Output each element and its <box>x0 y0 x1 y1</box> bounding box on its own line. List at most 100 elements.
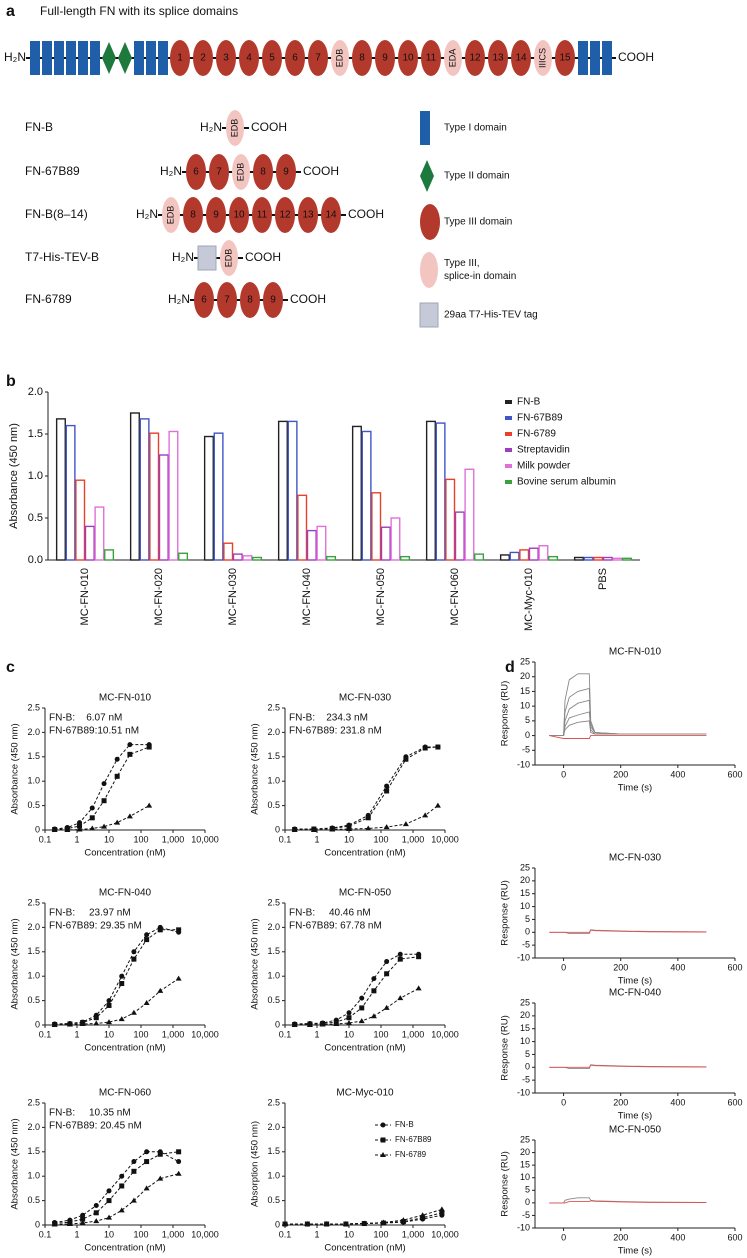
y-tick-label: 2.5 <box>267 897 280 907</box>
type-i-domain <box>42 41 52 75</box>
annotation: FN-B: 40.46 nM <box>289 908 371 919</box>
legend-swatch <box>505 416 512 420</box>
chart-title: MC-FN-030 <box>339 693 392 704</box>
x-tick-label: 0.1 <box>39 1229 52 1239</box>
x-axis-label: Time (s) <box>618 976 652 987</box>
marker <box>346 1015 352 1021</box>
series-line <box>54 926 179 1025</box>
y-tick-label: 5 <box>525 1049 530 1059</box>
series-line <box>54 929 179 1025</box>
marker <box>89 805 95 811</box>
marker <box>118 1207 125 1213</box>
y-tick-label: 2.0 <box>27 1122 40 1132</box>
x-tick-label: MC-FN-030 <box>227 568 239 625</box>
x-tick-label: 100 <box>133 1029 148 1039</box>
annotation: FN-67B89: 231.8 nM <box>289 726 382 737</box>
panel-label: a <box>6 3 15 20</box>
series-line <box>549 929 707 933</box>
marker <box>380 1152 386 1157</box>
bar <box>519 549 530 561</box>
chart-title: MC-FN-040 <box>609 988 662 999</box>
n-terminus: H₂N <box>136 207 158 221</box>
marker <box>114 756 120 762</box>
x-tick-label: 10 <box>344 834 354 844</box>
panel-label: b <box>6 373 16 390</box>
type-iii-domain <box>375 40 395 76</box>
legend-swatch <box>505 448 512 452</box>
splice-domain <box>220 240 238 276</box>
type-iii-domain <box>298 197 318 233</box>
series-line <box>294 953 419 1025</box>
bar <box>297 494 308 561</box>
y-tick-label: 0.5 <box>28 512 43 524</box>
y-tick-label: 1.0 <box>27 971 40 981</box>
x-tick-label: 200 <box>613 962 628 972</box>
domain-row: H₂N EDB 8 9 10 11 12 13 14 COOH <box>136 197 384 233</box>
annotation: FN-B: 10.35 nM <box>49 1108 131 1119</box>
y-tick-label: 2.5 <box>267 1097 280 1107</box>
marker <box>51 1022 58 1027</box>
marker <box>175 1170 182 1176</box>
y-tick-label: 25 <box>520 656 530 666</box>
marker <box>397 995 404 1001</box>
bar <box>351 425 362 561</box>
domain-label: 8 <box>260 167 266 178</box>
bar <box>445 478 456 561</box>
annotation: FN-67B89: 29.35 nM <box>49 921 142 932</box>
legend-label: Type II domain <box>444 171 510 182</box>
x-tick-label: 0.1 <box>279 1229 292 1239</box>
domain-label: 4 <box>246 53 252 64</box>
x-tick-label: 600 <box>727 962 742 972</box>
y-tick-label: 0.5 <box>267 995 280 1005</box>
y-tick-label: 2.0 <box>27 727 40 737</box>
marker <box>93 1202 99 1208</box>
y-tick-label: 1.0 <box>27 1171 40 1181</box>
chart-title: MC-FN-040 <box>99 888 152 899</box>
marker <box>435 744 441 750</box>
marker <box>93 1015 99 1021</box>
marker <box>422 745 428 751</box>
x-axis-label: Time (s) <box>618 783 652 794</box>
y-axis-label: Response (RU) <box>500 681 511 746</box>
marker <box>333 1021 340 1027</box>
bar <box>380 526 391 561</box>
legend-swatch <box>505 480 512 484</box>
type-ii-domain <box>420 160 434 192</box>
marker <box>106 1002 112 1008</box>
chart-title: MC-FN-060 <box>99 1088 152 1099</box>
y-tick-label: 0.5 <box>27 1195 40 1205</box>
legend-swatch <box>505 400 512 404</box>
marker <box>419 1212 426 1218</box>
annotation: FN-67B89: 67.78 nM <box>289 921 382 932</box>
bar <box>400 555 411 561</box>
type-iii-domain <box>194 282 214 318</box>
x-tick-label: 10 <box>104 1029 114 1039</box>
type-iii-domain <box>240 282 260 318</box>
marker <box>176 1159 182 1165</box>
marker <box>346 1010 352 1016</box>
y-axis-label: Absorbance (450 nm) <box>250 723 261 814</box>
marker <box>146 744 152 750</box>
bar <box>316 525 327 561</box>
series-line <box>285 1214 442 1225</box>
y-tick-label: 10 <box>520 901 530 911</box>
x-tick-label: MC-FN-060 <box>449 568 461 625</box>
tag-domain <box>419 302 439 328</box>
series-line <box>54 1151 179 1224</box>
y-tick-label: 0 <box>525 1062 530 1072</box>
type-iii-domain <box>216 40 236 76</box>
x-tick-label: 10,000 <box>431 1229 459 1239</box>
type-iii-domain <box>183 197 203 233</box>
domain-label: 9 <box>213 210 219 221</box>
marker <box>144 937 150 943</box>
type-iii-domain <box>262 40 282 76</box>
x-tick-label: 10,000 <box>191 834 219 844</box>
panel-label: c <box>6 659 15 676</box>
marker <box>304 1221 311 1227</box>
splice-domain <box>534 40 552 76</box>
marker <box>89 815 95 821</box>
domain-label: 3 <box>223 53 229 64</box>
y-tick-label: 2.5 <box>27 702 40 712</box>
type-iii-domain <box>285 40 305 76</box>
y-tick-label: 2.0 <box>267 1122 280 1132</box>
